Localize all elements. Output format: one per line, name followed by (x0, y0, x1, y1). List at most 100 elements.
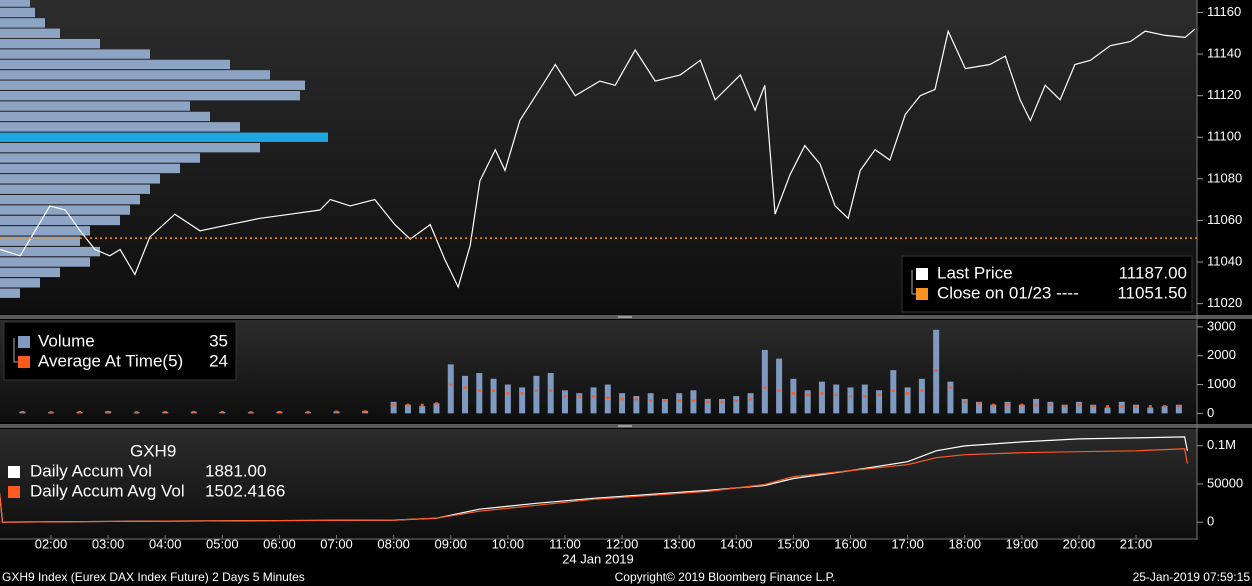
profile-bar (0, 38, 100, 49)
price-line (0, 448, 1188, 523)
profile-bar (0, 142, 260, 153)
profile-bar (0, 163, 180, 174)
avg-dot (891, 389, 895, 392)
volume-bar (633, 396, 640, 414)
avg-dot (1105, 405, 1109, 408)
profile-bar (0, 70, 270, 80)
profile-bar (0, 267, 60, 278)
volume-bar (761, 349, 768, 414)
profile-bar (0, 257, 90, 267)
x-tick-label: 11:00 (549, 536, 581, 551)
avg-dot (78, 410, 82, 414)
volume-bar (504, 384, 511, 414)
y-tick-label: 11100 (1207, 129, 1241, 144)
avg-dot (677, 399, 681, 402)
x-tick-label: 18:00 (948, 536, 981, 551)
avg-dot (963, 400, 967, 404)
volume-bar (490, 378, 497, 414)
avg-dot (520, 392, 524, 395)
splitter-grip (618, 425, 632, 427)
x-tick-label: 20:00 (1063, 536, 1096, 551)
x-tick-label: 09:00 (434, 536, 467, 551)
x-tick-label: 07:00 (320, 536, 353, 551)
x-tick-label: 13:00 (663, 536, 696, 551)
avg-dot (249, 411, 253, 414)
avg-dot (335, 410, 339, 414)
legend-value: 1881.00 (205, 461, 266, 480)
avg-dot (720, 400, 724, 404)
profile-bar (0, 226, 90, 236)
avg-dot (163, 410, 167, 414)
avg-dot (220, 410, 224, 414)
volume-bar (619, 393, 626, 414)
profile-bar (0, 18, 45, 28)
avg-dot (1148, 405, 1152, 408)
volume-bar (818, 381, 825, 414)
avg-dot (1134, 405, 1138, 408)
profile-bar (0, 194, 140, 205)
avg-dot (991, 403, 995, 407)
volume-bar (975, 401, 982, 414)
avg-dot (977, 402, 981, 405)
y-tick-label: 0 (1207, 405, 1214, 420)
avg-dot (749, 397, 753, 401)
volume-bar (1004, 401, 1011, 414)
footer-right: 25-Jan-2019 07:59:15 (1133, 570, 1251, 584)
profile-bar (0, 101, 190, 111)
profile-bar (0, 90, 300, 101)
avg-dot (506, 392, 510, 395)
avg-dot (549, 389, 553, 392)
footer-center: Copyright© 2019 Bloomberg Finance L.P. (615, 570, 836, 584)
x-tick-label: 21:00 (1120, 536, 1153, 551)
legend-value: 1502.4166 (205, 481, 285, 500)
volume-bar (704, 398, 711, 414)
y-tick-label: 11040 (1207, 253, 1242, 268)
profile-bar (0, 0, 30, 7)
volume-bar (719, 398, 726, 414)
avg-dot (920, 389, 924, 392)
volume-bar (390, 401, 397, 414)
legend-title: GXH9 (130, 441, 176, 460)
footer-left: GXH9 Index (Eurex DAX Index Future) 2 Da… (2, 570, 305, 584)
profile-bar (0, 153, 200, 163)
y-tick-label: 11060 (1207, 212, 1242, 227)
profile-bar (0, 111, 210, 122)
profile-bar (0, 122, 240, 132)
x-tick-label: 03:00 (92, 536, 125, 551)
volume-bar (1061, 404, 1068, 414)
avg-dot (777, 389, 781, 392)
legend-swatch (916, 288, 928, 300)
volume-bar (947, 381, 954, 414)
y-tick-label: 1000 (1207, 376, 1236, 391)
legend-swatch (18, 336, 30, 348)
avg-dot (434, 402, 438, 405)
y-tick-label: 0 (1207, 514, 1214, 529)
volume-bar (1175, 404, 1182, 414)
volume-bar (1147, 407, 1154, 414)
avg-dot (1063, 405, 1067, 408)
volume-bar (861, 384, 868, 414)
x-tick-label: 04:00 (149, 536, 182, 551)
x-tick-label: 02:00 (35, 536, 68, 551)
profile-bar (0, 59, 230, 70)
panel-bg (0, 429, 1197, 538)
avg-dot (849, 395, 853, 398)
volume-bar (1018, 404, 1025, 414)
avg-dot (1048, 403, 1052, 407)
splitter-grip (618, 316, 632, 318)
volume-bar (647, 393, 654, 414)
legend-label: Volume (38, 331, 95, 350)
legend-value: 24 (209, 351, 228, 370)
avg-dot (1177, 405, 1181, 408)
avg-dot (1034, 403, 1038, 407)
x-tick-label: 19:00 (1006, 536, 1039, 551)
avg-dot (192, 410, 196, 414)
x-tick-label: 14:00 (720, 536, 753, 551)
volume-bar (404, 404, 411, 414)
legend-handle (13, 338, 19, 363)
y-tick-label: 3000 (1207, 318, 1236, 333)
legend-value: 11051.50 (1117, 283, 1187, 302)
avg-dot (1163, 405, 1167, 408)
avg-dot (906, 392, 910, 395)
x-tick-label: 17:00 (891, 536, 924, 551)
